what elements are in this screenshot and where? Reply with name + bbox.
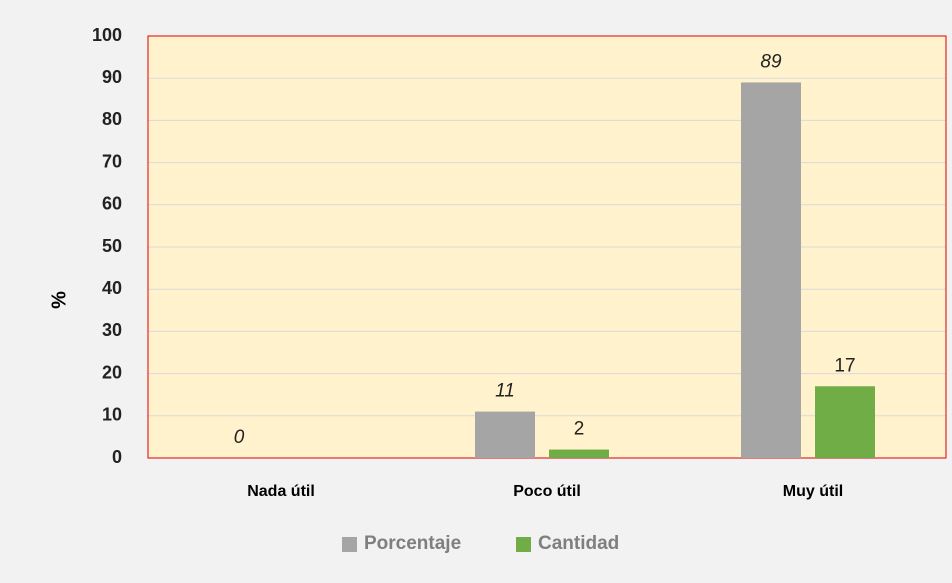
data-label: 17: [834, 355, 855, 376]
legend-swatch: [516, 537, 531, 552]
data-label: 0: [234, 427, 245, 448]
bar: [741, 82, 801, 459]
data-label: 89: [760, 51, 782, 72]
bar: [815, 386, 875, 458]
y-tick-label: 0: [112, 447, 122, 467]
y-tick-label: 20: [102, 362, 122, 382]
x-tick-label: Muy útil: [783, 483, 843, 500]
legend-label: Cantidad: [538, 533, 619, 554]
y-tick-label: 70: [102, 151, 122, 171]
plot-border: [147, 35, 947, 459]
legend-label: Porcentaje: [364, 533, 461, 554]
y-tick-label: 100: [92, 25, 122, 45]
x-tick-label: Nada útil: [247, 483, 315, 500]
x-tick-label: Poco útil: [513, 483, 581, 500]
y-tick-label: 30: [102, 320, 122, 340]
data-label: 11: [495, 381, 515, 402]
y-axis-label: %: [48, 291, 70, 309]
bar: [549, 449, 609, 458]
y-tick-label: 90: [102, 67, 122, 87]
y-tick-label: 10: [102, 405, 122, 425]
y-tick-label: 80: [102, 109, 122, 129]
legend-swatch: [342, 537, 357, 552]
bar: [475, 411, 535, 458]
y-tick-label: 50: [102, 236, 122, 256]
data-label: 2: [574, 419, 585, 440]
y-tick-label: 60: [102, 194, 122, 214]
y-tick-label: 40: [102, 278, 122, 298]
